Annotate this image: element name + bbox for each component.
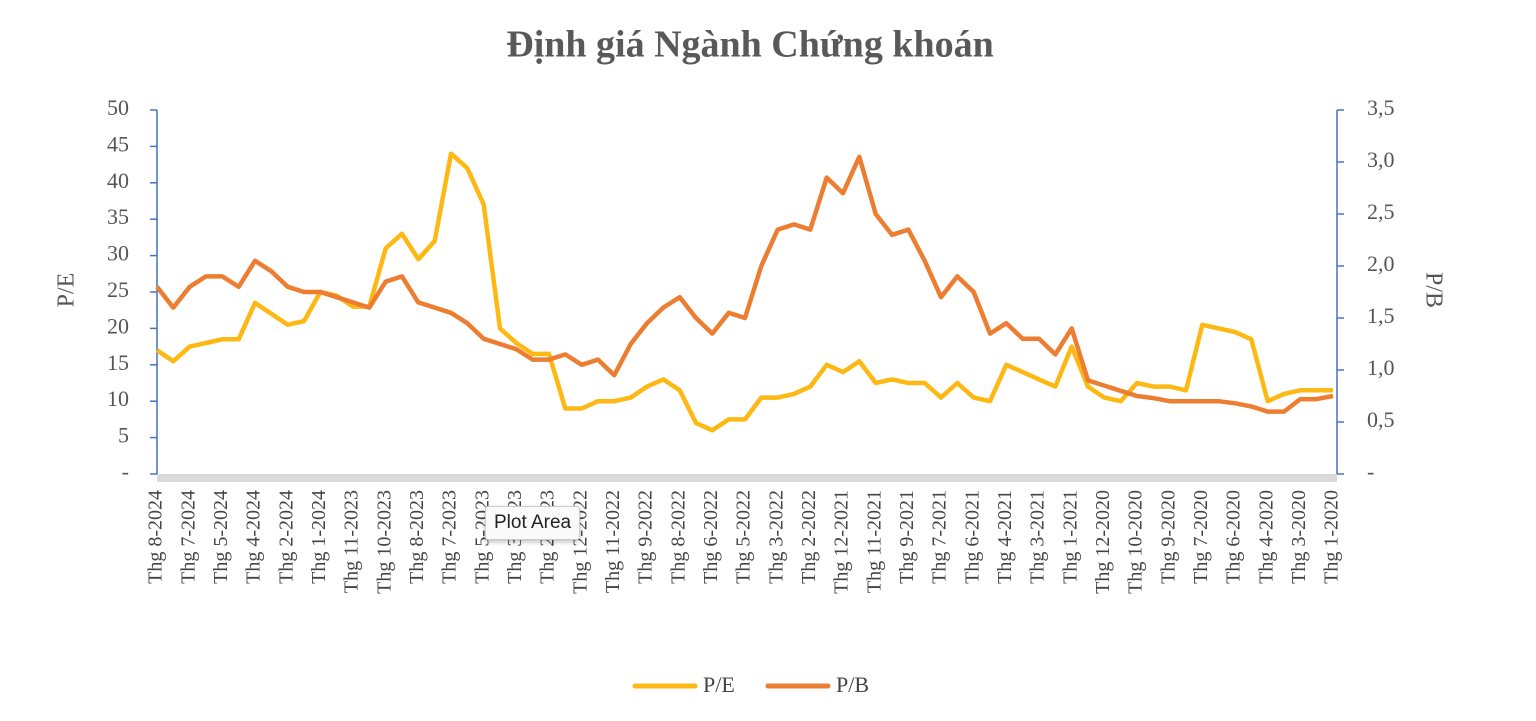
x-tick-label: Thg 7-2023 [439, 490, 461, 584]
y2-tick-label: 0,5 [1367, 407, 1395, 432]
x-tick-label: Thg 1-2021 [1059, 490, 1081, 584]
y2-tick-label: 2,0 [1367, 251, 1395, 276]
x-tick-label: Thg 3-2020 [1288, 490, 1310, 584]
x-tick-label: Thg 10-2020 [1125, 490, 1147, 594]
y-tick-label: 25 [107, 277, 129, 302]
x-tick-label: Thg 6-2022 [700, 490, 722, 584]
x-tick-label: Thg 5-2024 [210, 490, 232, 584]
y-tick-label: 45 [107, 131, 129, 156]
x-tick-label: Thg 1-2020 [1321, 490, 1343, 584]
x-tick-label: Thg 7-2021 [929, 490, 951, 584]
y-tick-label: 30 [107, 241, 129, 266]
y-tick-label: - [122, 459, 129, 484]
x-tick-label: Thg 12-2020 [1092, 490, 1114, 594]
x-tick-label: Thg 11-2022 [602, 490, 624, 593]
x-tick-label: Thg 7-2020 [1190, 490, 1212, 584]
y-axis-title: P/E [54, 273, 80, 308]
x-tick-label: Thg 4-2021 [994, 490, 1016, 584]
x-tick-label: Thg 8-2022 [667, 490, 689, 584]
y-tick-label: 15 [107, 350, 129, 375]
x-tick-label: Thg 4-2020 [1255, 490, 1277, 584]
x-tick-label: Thg 6-2020 [1223, 490, 1245, 584]
y-tick-label: 20 [107, 313, 129, 338]
x-tick-label: Thg 4-2024 [243, 490, 265, 584]
y2-tick-label: 3,0 [1367, 147, 1395, 172]
y2-tick-label: 2,5 [1367, 199, 1395, 224]
y2-tick-label: 3,5 [1367, 95, 1395, 120]
tooltip: Plot Area [485, 506, 581, 540]
x-tick-label: Thg 8-2024 [145, 490, 167, 584]
series-line [155, 151, 1333, 433]
x-tick-label: Thg 1-2024 [308, 490, 330, 584]
x-tick-label: Thg 3-2022 [765, 490, 787, 584]
series-line [155, 154, 1334, 414]
x-tick-label: Thg 9-2022 [635, 490, 657, 584]
x-tick-label: Thg 7-2024 [177, 490, 199, 584]
legend-label: P/E [703, 672, 735, 697]
chart-title: Định giá Ngành Chứng khoán [506, 24, 993, 66]
y-tick-label: 35 [107, 204, 129, 229]
y2-tick-label: 1,0 [1367, 355, 1395, 380]
x-tick-label: Thg 2-2022 [798, 490, 820, 584]
plot-area-edge [157, 474, 1337, 482]
y2-tick-label: - [1367, 459, 1374, 484]
x-tick-label: Thg 6-2021 [961, 490, 983, 584]
y-tick-label: 5 [118, 423, 129, 448]
x-tick-label: Thg 10-2023 [373, 490, 395, 594]
x-tick-label: Thg 9-2021 [896, 490, 918, 584]
x-tick-label: Thg 5-2022 [733, 490, 755, 584]
x-tick-label: Thg 9-2020 [1157, 490, 1179, 584]
x-tick-label: Thg 11-2023 [341, 490, 363, 593]
y-tick-label: 40 [107, 168, 129, 193]
y-tick-label: 50 [107, 95, 129, 120]
y-tick-label: 10 [107, 386, 129, 411]
x-tick-label: Thg 11-2021 [863, 490, 885, 593]
x-tick-label: Thg 3-2021 [1027, 490, 1049, 584]
x-tick-label: Thg 8-2023 [406, 490, 428, 584]
x-tick-label: Thg 12-2021 [831, 490, 853, 594]
y2-tick-label: 1,5 [1367, 303, 1395, 328]
y2-axis-title: P/B [1420, 272, 1446, 308]
x-tick-label: Thg 2-2024 [275, 490, 297, 584]
legend-label: P/B [836, 672, 869, 697]
